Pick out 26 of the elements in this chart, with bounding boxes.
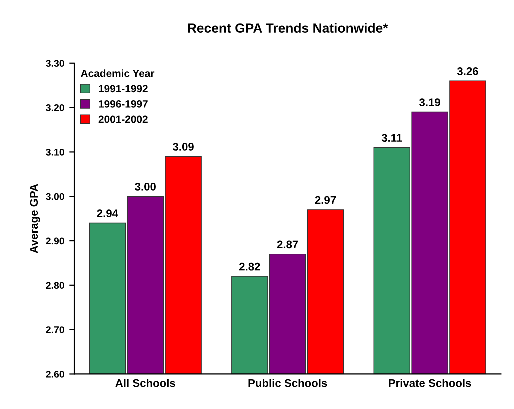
y-tick-label: 2.70 xyxy=(46,326,64,334)
y-tick-label: 3.20 xyxy=(46,104,64,112)
legend-label: 1991-1992 xyxy=(99,85,148,93)
legend-label: 2001-2002 xyxy=(98,116,148,124)
data-label: 3.00 xyxy=(135,182,156,191)
y-tick-label: 3.00 xyxy=(46,193,64,200)
data-label: 2.82 xyxy=(239,262,260,271)
y-tick-label: 2.90 xyxy=(46,238,64,245)
x-tick-label: Public Schools xyxy=(248,379,328,388)
legend-title: Academic Year xyxy=(81,70,155,78)
y-tick-label: 3.30 xyxy=(46,60,64,68)
chart-title: Recent GPA Trends Nationwide* xyxy=(188,23,388,33)
data-label: 3.19 xyxy=(419,98,440,107)
data-label: 2.94 xyxy=(97,210,118,218)
data-label: 2.87 xyxy=(277,240,298,249)
y-axis-title: Average GPA xyxy=(30,184,40,254)
data-label: 3.26 xyxy=(457,68,478,76)
y-tick-label: 3.10 xyxy=(46,148,64,156)
data-label: 3.09 xyxy=(173,143,194,151)
data-label: 3.11 xyxy=(382,134,402,142)
y-tick-label: 2.60 xyxy=(46,370,64,378)
x-tick-label: All Schools xyxy=(116,379,176,388)
legend-label: 1996-1997 xyxy=(99,100,148,108)
x-tick-label: Private Schools xyxy=(389,379,472,388)
data-label: 2.97 xyxy=(315,196,336,204)
y-tick-label: 2.80 xyxy=(46,282,64,290)
